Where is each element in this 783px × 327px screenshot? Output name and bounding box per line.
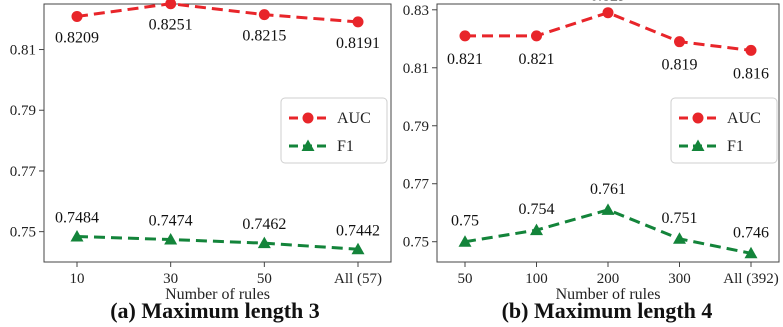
data-label: 0.829 bbox=[590, 0, 626, 5]
x-tick-label: All (57) bbox=[334, 271, 382, 287]
x-tick-label: All (392) bbox=[723, 271, 778, 287]
y-tick-label: 0.77 bbox=[403, 177, 430, 193]
legend-marker-circle bbox=[692, 112, 704, 124]
legend-label: F1 bbox=[337, 138, 354, 155]
series-line-f1 bbox=[76, 235, 359, 251]
data-label: 0.821 bbox=[447, 51, 483, 68]
panel-b: 0.75 0.77 0.79 0.81 0.83 50 100 200 300 All (392)… bbox=[403, 0, 780, 323]
data-label: 0.754 bbox=[519, 201, 555, 218]
panel-a: 0.75 0.77 0.79 0.81 10 30 50 All (57) Number of … bbox=[10, 0, 392, 323]
legend-marker-triangle bbox=[301, 139, 315, 151]
x-tick-label: 50 bbox=[257, 271, 272, 287]
auc-point bbox=[71, 10, 83, 22]
data-label: 0.746 bbox=[733, 224, 769, 241]
data-label: 0.7484 bbox=[55, 210, 99, 227]
y-tick-label: 0.79 bbox=[403, 119, 429, 135]
f1-point bbox=[601, 203, 615, 215]
auc-point bbox=[165, 0, 177, 10]
series-line-f1 bbox=[464, 208, 752, 255]
x-tick-label: 50 bbox=[458, 271, 473, 287]
y-tick-label: 0.79 bbox=[10, 103, 36, 119]
x-axis-label: Number of rules bbox=[556, 286, 661, 303]
data-label: 0.8191 bbox=[336, 35, 380, 52]
y-tick-label: 0.75 bbox=[10, 225, 36, 241]
legend-marker-circle bbox=[302, 112, 314, 124]
auc-point bbox=[531, 30, 542, 42]
data-label: 0.816 bbox=[733, 65, 769, 82]
x-tick-label: 300 bbox=[668, 271, 691, 287]
data-label: 0.8251 bbox=[149, 17, 193, 34]
data-label: 0.751 bbox=[662, 210, 698, 227]
series-line-auc bbox=[465, 11, 752, 52]
y-tick-label: 0.75 bbox=[403, 235, 429, 251]
f1-point bbox=[257, 236, 271, 249]
legend-label: AUC bbox=[727, 110, 761, 127]
f1-point bbox=[673, 232, 686, 244]
data-label: 0.821 bbox=[519, 51, 555, 68]
legend-label: AUC bbox=[337, 110, 371, 127]
y-tick-label: 0.77 bbox=[10, 164, 37, 180]
f1-point bbox=[530, 223, 543, 236]
legend-marker-triangle bbox=[691, 139, 705, 151]
auc-point bbox=[352, 16, 364, 28]
legend-box bbox=[280, 97, 388, 164]
data-label: 0.7462 bbox=[242, 216, 286, 233]
f1-point bbox=[744, 246, 758, 259]
f1-point bbox=[351, 242, 365, 255]
auc-point bbox=[459, 30, 471, 42]
f1-point bbox=[70, 230, 84, 242]
auc-point bbox=[674, 36, 685, 48]
x-tick-label: 200 bbox=[597, 271, 620, 287]
panel-caption: (a) Maximum length 3 bbox=[110, 298, 320, 323]
y-tick-label: 0.81 bbox=[403, 61, 429, 77]
x-tick-label: 100 bbox=[525, 271, 548, 287]
auc-point bbox=[745, 44, 757, 56]
data-label: 0.8215 bbox=[242, 28, 286, 45]
f1-point bbox=[164, 233, 178, 245]
data-label: 0.7442 bbox=[336, 222, 380, 239]
x-tick-label: 30 bbox=[163, 271, 178, 287]
series-line-auc bbox=[76, 2, 359, 24]
auc-point bbox=[258, 9, 270, 21]
y-tick-label: 0.83 bbox=[403, 3, 429, 19]
data-label: 0.8209 bbox=[55, 29, 99, 46]
data-label: 0.761 bbox=[590, 181, 626, 198]
y-tick-label: 0.81 bbox=[10, 43, 36, 59]
data-label: 0.75 bbox=[451, 213, 479, 230]
auc-point bbox=[602, 7, 614, 19]
f1-point bbox=[458, 235, 472, 247]
x-axis-label: Number of rules bbox=[165, 286, 270, 303]
legend-label: F1 bbox=[727, 138, 744, 155]
x-tick-label: 10 bbox=[70, 271, 85, 287]
panel-caption: (b) Maximum length 4 bbox=[502, 298, 713, 323]
data-label: 0.819 bbox=[662, 57, 698, 74]
legend-box bbox=[670, 97, 778, 164]
plot-frame bbox=[43, 3, 392, 263]
data-label: 0.7474 bbox=[149, 213, 193, 230]
